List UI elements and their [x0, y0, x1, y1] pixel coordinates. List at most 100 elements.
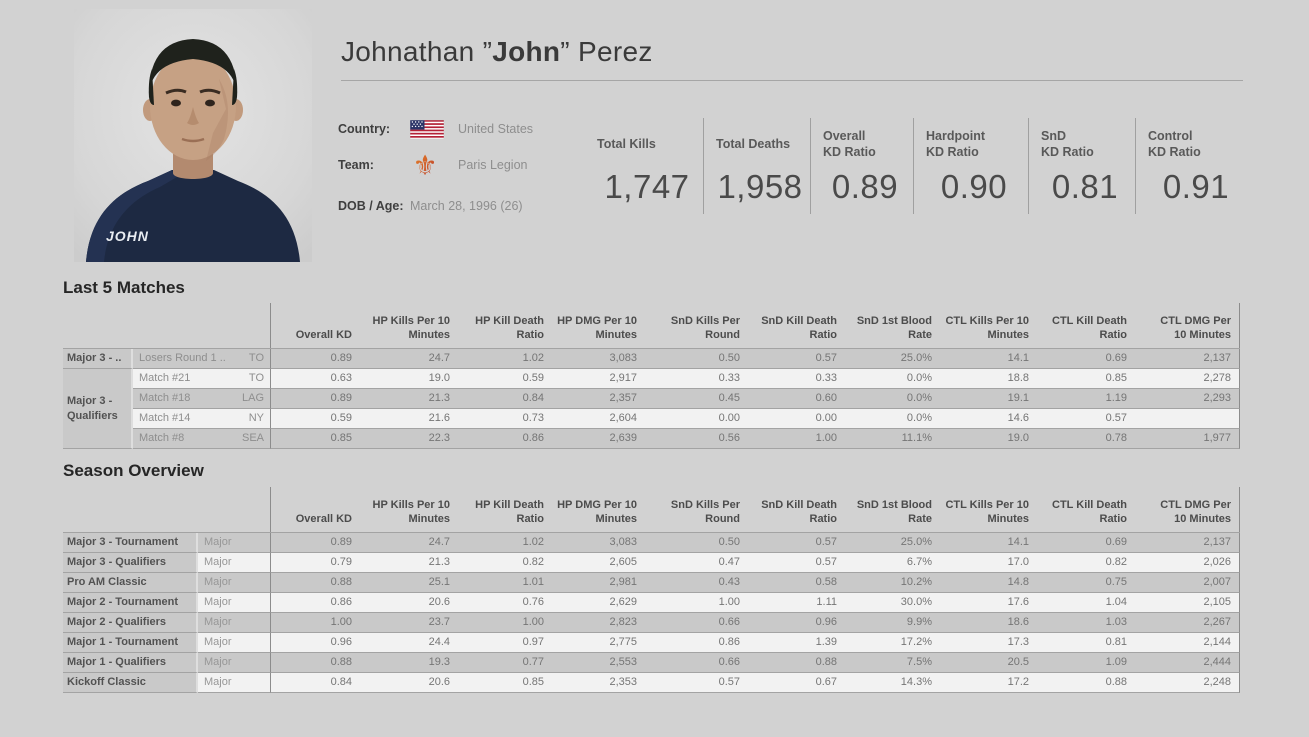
stat-cell[interactable]: 0.86 [645, 633, 748, 653]
stat-cell[interactable]: 0.85 [270, 429, 360, 449]
opponent-code[interactable]: TO [240, 369, 270, 389]
stat-cell[interactable]: 1.00 [270, 613, 360, 633]
stat-cell[interactable]: 1.00 [748, 429, 845, 449]
stat-cell[interactable]: 0.57 [748, 553, 845, 573]
stat-cell[interactable]: 0.33 [748, 369, 845, 389]
stat-cell[interactable]: 0.85 [458, 673, 552, 693]
event-name[interactable]: Kickoff Classic [63, 673, 198, 693]
stat-cell[interactable]: 2,137 [1135, 349, 1240, 369]
stat-cell[interactable]: 9.9% [845, 613, 940, 633]
stat-cell[interactable]: 0.57 [1037, 409, 1135, 429]
stat-cell[interactable]: 0.0% [845, 389, 940, 409]
stat-cell[interactable]: 0.76 [458, 593, 552, 613]
stat-cell[interactable]: 0.57 [645, 673, 748, 693]
stat-cell[interactable]: 20.5 [940, 653, 1037, 673]
opponent-code[interactable]: SEA [240, 429, 270, 449]
stat-cell[interactable]: 0.78 [1037, 429, 1135, 449]
stat-cell[interactable]: 1.39 [748, 633, 845, 653]
stat-cell[interactable]: 0.00 [645, 409, 748, 429]
stat-cell[interactable]: 2,248 [1135, 673, 1240, 693]
event-type[interactable]: Major [198, 613, 270, 633]
stat-cell[interactable]: 2,604 [552, 409, 645, 429]
event-type[interactable]: Major [198, 573, 270, 593]
stat-cell[interactable]: 0.56 [645, 429, 748, 449]
stat-cell[interactable]: 0.81 [1037, 633, 1135, 653]
stat-cell[interactable]: 24.7 [360, 533, 458, 553]
stat-cell[interactable]: 14.3% [845, 673, 940, 693]
event-name[interactable]: Major 1 - Qualifiers [63, 653, 198, 673]
stat-cell[interactable]: 0.84 [458, 389, 552, 409]
stat-cell[interactable]: 1.01 [458, 573, 552, 593]
stat-cell[interactable]: 0.75 [1037, 573, 1135, 593]
stat-cell[interactable]: 19.0 [360, 369, 458, 389]
event-name[interactable]: Major 2 - Tournament [63, 593, 198, 613]
stat-cell[interactable]: 14.1 [940, 349, 1037, 369]
stat-cell[interactable]: 6.7% [845, 553, 940, 573]
stat-cell[interactable]: 17.0 [940, 553, 1037, 573]
stat-cell[interactable]: 1.00 [458, 613, 552, 633]
stat-cell[interactable]: 2,444 [1135, 653, 1240, 673]
match-group-label[interactable]: Major 3 - .. [63, 349, 133, 369]
stat-cell[interactable]: 0.50 [645, 349, 748, 369]
stat-cell[interactable]: 0.63 [270, 369, 360, 389]
stat-cell[interactable]: 0.57 [748, 349, 845, 369]
event-type[interactable]: Major [198, 653, 270, 673]
stat-cell[interactable] [1135, 409, 1240, 429]
stat-cell[interactable]: 2,357 [552, 389, 645, 409]
stat-cell[interactable]: 17.3 [940, 633, 1037, 653]
stat-cell[interactable]: 0.60 [748, 389, 845, 409]
stat-cell[interactable]: 1,977 [1135, 429, 1240, 449]
stat-cell[interactable]: 0.79 [270, 553, 360, 573]
stat-cell[interactable]: 19.3 [360, 653, 458, 673]
stat-cell[interactable]: 3,083 [552, 533, 645, 553]
event-name[interactable]: Major 3 - Qualifiers [63, 553, 198, 573]
match-name[interactable]: Match #14 [133, 409, 240, 429]
stat-cell[interactable]: 0.73 [458, 409, 552, 429]
stat-cell[interactable]: 0.84 [270, 673, 360, 693]
event-type[interactable]: Major [198, 533, 270, 553]
stat-cell[interactable]: 0.66 [645, 613, 748, 633]
stat-cell[interactable]: 20.6 [360, 673, 458, 693]
match-name[interactable]: Match #21 [133, 369, 240, 389]
stat-cell[interactable]: 2,278 [1135, 369, 1240, 389]
stat-cell[interactable]: 1.03 [1037, 613, 1135, 633]
stat-cell[interactable]: 0.47 [645, 553, 748, 573]
stat-cell[interactable]: 19.1 [940, 389, 1037, 409]
stat-cell[interactable]: 2,267 [1135, 613, 1240, 633]
stat-cell[interactable]: 25.0% [845, 349, 940, 369]
stat-cell[interactable]: 11.1% [845, 429, 940, 449]
stat-cell[interactable]: 0.69 [1037, 533, 1135, 553]
stat-cell[interactable]: 2,137 [1135, 533, 1240, 553]
stat-cell[interactable]: 0.86 [270, 593, 360, 613]
stat-cell[interactable]: 0.88 [748, 653, 845, 673]
stat-cell[interactable]: 21.3 [360, 389, 458, 409]
stat-cell[interactable]: 17.2% [845, 633, 940, 653]
stat-cell[interactable]: 1.02 [458, 349, 552, 369]
stat-cell[interactable]: 2,007 [1135, 573, 1240, 593]
match-name[interactable]: Match #18 [133, 389, 240, 409]
stat-cell[interactable]: 2,823 [552, 613, 645, 633]
stat-cell[interactable]: 0.59 [270, 409, 360, 429]
stat-cell[interactable]: 1.19 [1037, 389, 1135, 409]
stat-cell[interactable]: 0.85 [1037, 369, 1135, 389]
stat-cell[interactable]: 25.0% [845, 533, 940, 553]
stat-cell[interactable]: 17.6 [940, 593, 1037, 613]
stat-cell[interactable]: 0.96 [748, 613, 845, 633]
stat-cell[interactable]: 0.59 [458, 369, 552, 389]
opponent-code[interactable]: LAG [240, 389, 270, 409]
stat-cell[interactable]: 23.7 [360, 613, 458, 633]
stat-cell[interactable]: 18.8 [940, 369, 1037, 389]
stat-cell[interactable]: 0.45 [645, 389, 748, 409]
stat-cell[interactable]: 19.0 [940, 429, 1037, 449]
stat-cell[interactable]: 2,144 [1135, 633, 1240, 653]
event-type[interactable]: Major [198, 633, 270, 653]
stat-cell[interactable]: 1.00 [645, 593, 748, 613]
stat-cell[interactable]: 1.11 [748, 593, 845, 613]
stat-cell[interactable]: 2,629 [552, 593, 645, 613]
stat-cell[interactable]: 2,026 [1135, 553, 1240, 573]
event-type[interactable]: Major [198, 673, 270, 693]
stat-cell[interactable]: 0.89 [270, 389, 360, 409]
stat-cell[interactable]: 10.2% [845, 573, 940, 593]
match-name[interactable]: Match #8 [133, 429, 240, 449]
stat-cell[interactable]: 0.66 [645, 653, 748, 673]
